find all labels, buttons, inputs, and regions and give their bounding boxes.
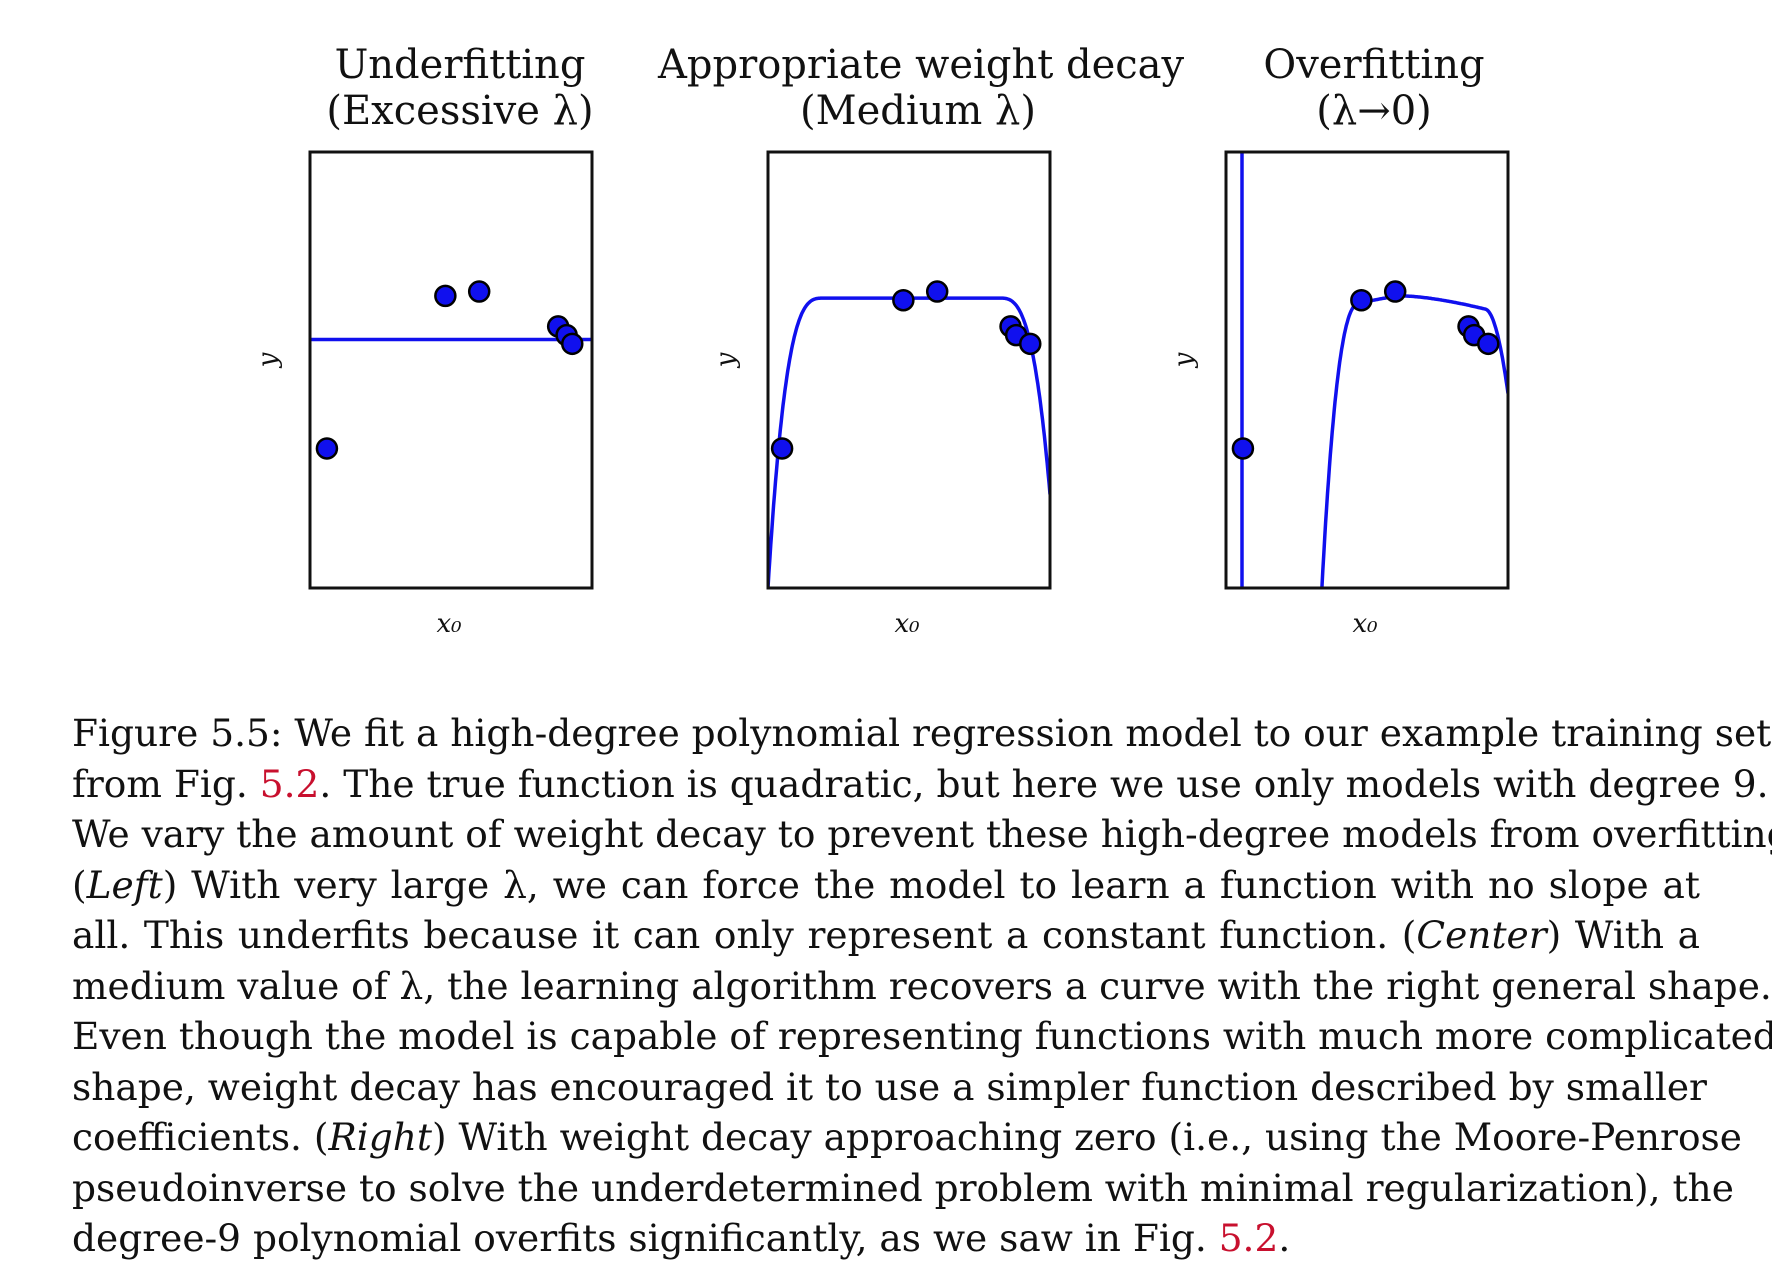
chart-panel-2: x₀ y xyxy=(711,150,1052,639)
caption-emphasis: Right xyxy=(328,1115,432,1159)
title-line-1: Underfitting xyxy=(334,42,586,88)
caption-text: Even though the model is capable of repr… xyxy=(72,1014,1772,1058)
caption-line: (Left) With very large λ, we can force t… xyxy=(72,860,1700,911)
caption-text: shape, weight decay has encouraged it to… xyxy=(72,1064,1707,1109)
caption-text: ( xyxy=(72,862,87,907)
data-point xyxy=(1477,332,1500,356)
data-point xyxy=(1019,332,1042,356)
caption-text: ) With very large λ, we can force the mo… xyxy=(162,862,1700,907)
title-line-2: (λ→0) xyxy=(1316,88,1432,134)
caption-line: coefficients. (Right) With weight decay … xyxy=(72,1112,1742,1163)
panel-title-appropriate: Appropriate weight decay (Medium λ) xyxy=(658,42,1185,134)
caption-text: pseudoinverse to solve the underdetermin… xyxy=(72,1165,1734,1210)
data-point xyxy=(315,437,339,460)
caption-text: Figure 5.5: We fit a high-degree polynom… xyxy=(72,711,1772,755)
caption-line: Even though the model is capable of repr… xyxy=(72,1011,1772,1062)
caption-text: . The true function is quadratic, but he… xyxy=(319,761,1769,806)
plot-frame xyxy=(766,150,1052,590)
caption-emphasis: Left xyxy=(86,862,163,907)
caption-text: . xyxy=(1278,1216,1291,1260)
caption-line: from Fig. 5.2. The true function is quad… xyxy=(72,759,1769,810)
caption-text: degree-9 polynomial overfits significant… xyxy=(72,1216,1219,1260)
caption-line: We vary the amount of weight decay to pr… xyxy=(72,809,1772,860)
caption-line: all. This underfits because it can only … xyxy=(72,910,1700,961)
y-axis-label: y xyxy=(711,352,741,368)
caption-text: all. This underfits because it can only … xyxy=(72,913,1417,957)
y-axis-label: y xyxy=(253,352,283,368)
y-axis-label: y xyxy=(1169,352,1199,368)
x-axis-label: x₀ xyxy=(1352,609,1378,639)
plot-frame xyxy=(1224,150,1510,590)
caption-line: Figure 5.5: We fit a high-degree polynom… xyxy=(72,708,1771,759)
caption-emphasis: Center xyxy=(1416,913,1547,957)
figure-caption: Figure 5.5: We fit a high-degree polynom… xyxy=(72,708,1772,1264)
x-axis-label: x₀ xyxy=(894,609,920,639)
data-point xyxy=(434,284,457,308)
panel-title-underfitting: Underfitting (Excessive λ) xyxy=(200,42,720,134)
chart-panel-1: x₀ y xyxy=(253,150,594,639)
plot-frame xyxy=(308,150,594,590)
caption-line: degree-9 polynomial overfits significant… xyxy=(72,1213,1700,1264)
title-line-1: Overfitting xyxy=(1263,42,1485,88)
data-point xyxy=(770,437,794,460)
title-line-1: Appropriate weight decay xyxy=(658,42,1185,88)
caption-text: coefficients. ( xyxy=(72,1115,329,1159)
caption-line: pseudoinverse to solve the underdetermin… xyxy=(72,1163,1734,1214)
caption-text: ) With a xyxy=(1546,913,1700,957)
caption-text: ) With weight decay approaching zero (i.… xyxy=(432,1115,1742,1159)
title-line-2: (Medium λ) xyxy=(800,88,1036,134)
data-point xyxy=(892,288,915,312)
caption-line: medium value of λ, the learning algorith… xyxy=(72,961,1772,1012)
data-point xyxy=(561,332,584,356)
data-point xyxy=(925,280,949,303)
title-line-2: (Excessive λ) xyxy=(326,88,594,134)
caption-text: from Fig. xyxy=(72,761,260,806)
figure-plots: x₀ y x₀ y x₀ y xyxy=(253,150,1510,639)
data-point xyxy=(1350,288,1373,312)
chart-panel-3: x₀ y xyxy=(1169,150,1510,639)
panel-title-overfitting: Overfitting (λ→0) xyxy=(1114,42,1634,134)
data-point xyxy=(467,280,491,303)
caption-text: medium value of λ, the learning algorith… xyxy=(72,963,1772,1008)
caption-line: shape, weight decay has encouraged it to… xyxy=(72,1062,1707,1113)
data-point xyxy=(1383,280,1407,303)
figure-reference-link[interactable]: 5.2 xyxy=(259,761,320,806)
caption-text: We vary the amount of weight decay to pr… xyxy=(72,812,1772,856)
x-axis-label: x₀ xyxy=(436,609,462,639)
data-point xyxy=(1231,437,1255,460)
figure-reference-link[interactable]: 5.2 xyxy=(1218,1216,1279,1260)
